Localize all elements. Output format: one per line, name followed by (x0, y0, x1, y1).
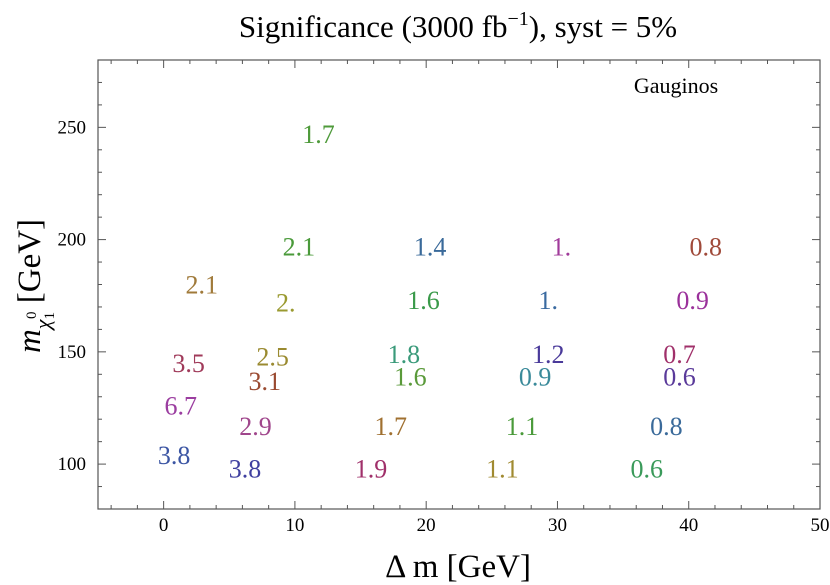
y-axis-label-unit: [GeV] (12, 219, 48, 312)
x-axis-label-symbol: Δ m (385, 549, 439, 585)
x-axis-label-unit: [GeV] (438, 549, 531, 585)
data-point-label: 0.6 (663, 363, 696, 392)
y-axis-label-symbol: m (12, 329, 48, 353)
y-tick-labels: 100 150 200 250 (58, 117, 87, 475)
x-tick-label: 20 (417, 515, 436, 536)
y-tick-label: 100 (58, 454, 87, 475)
x-tick-label: 10 (285, 515, 304, 536)
x-tick-label: 30 (548, 515, 567, 536)
chart-title-superscript: −1 (507, 8, 528, 30)
y-tick-label: 250 (58, 117, 87, 138)
data-point-label: 3.5 (172, 349, 205, 378)
data-points: 1.7 3.8 3.8 6.7 2.9 3.5 3.12.5 2.1 2. 2.1 1.9 1.7 1.… (158, 120, 722, 484)
data-point-label: 1.4 (414, 232, 447, 261)
data-point-label: 2.1 (283, 232, 316, 261)
data-point-label: 0.6 (630, 455, 663, 484)
axis-ticks (98, 59, 821, 510)
data-point-label: 2.1 (185, 271, 218, 300)
data-point-label: 1. (539, 286, 559, 315)
chart-title-tail: ), syst = 5% (529, 9, 677, 44)
data-point-label: 1.6 (407, 286, 440, 315)
data-point-label: 3.8 (229, 455, 262, 484)
x-tick-label: 0 (159, 515, 169, 536)
data-point-label: 0.9 (676, 286, 709, 315)
data-point-label: 0.8 (650, 412, 683, 441)
x-tick-label: 40 (679, 515, 698, 536)
annotation-gauginos: Gauginos (634, 73, 718, 98)
data-point-label: 1.9 (355, 455, 388, 484)
data-point-label: 0.7 (663, 340, 696, 369)
data-point-label: 3.1 (248, 367, 281, 396)
data-point-label: 2. (276, 288, 296, 317)
x-tick-labels: 0 10 20 30 40 50 (159, 515, 830, 536)
data-point-label: 1.7 (302, 120, 335, 149)
data-point-label: 1.8 (388, 340, 421, 369)
y-axis-label-sub: χ (30, 318, 55, 331)
data-point-label: 1.2 (532, 340, 565, 369)
y-axis-label-subsub: 1 (42, 312, 58, 320)
chart-title-main: Significance (3000 fb (239, 9, 508, 44)
data-point-label: 6.7 (164, 392, 197, 421)
y-axis-label: mχ10 [GeV] (12, 219, 58, 353)
data-point-label: 3.8 (158, 441, 191, 470)
y-axis-label-sup: 0 (24, 312, 40, 320)
data-point-label: 1.7 (374, 412, 407, 441)
x-axis-label: Δ m [GeV] (385, 549, 531, 585)
data-point-label: 1.6 (394, 363, 427, 392)
data-point-label: 1. (552, 232, 572, 261)
x-tick-label: 50 (811, 515, 830, 536)
data-point-label: 2.9 (239, 412, 272, 441)
chart-title: Significance (3000 fb−1), syst = 5% (239, 8, 677, 44)
data-point-label: 0.9 (519, 363, 552, 392)
data-point-label: 1.1 (486, 455, 519, 484)
y-tick-label: 200 (58, 230, 87, 251)
data-point-label: 2.5 (256, 342, 289, 371)
data-point-label: 0.8 (690, 232, 723, 261)
data-point-label: 1.1 (506, 412, 539, 441)
y-tick-label: 150 (58, 342, 87, 363)
